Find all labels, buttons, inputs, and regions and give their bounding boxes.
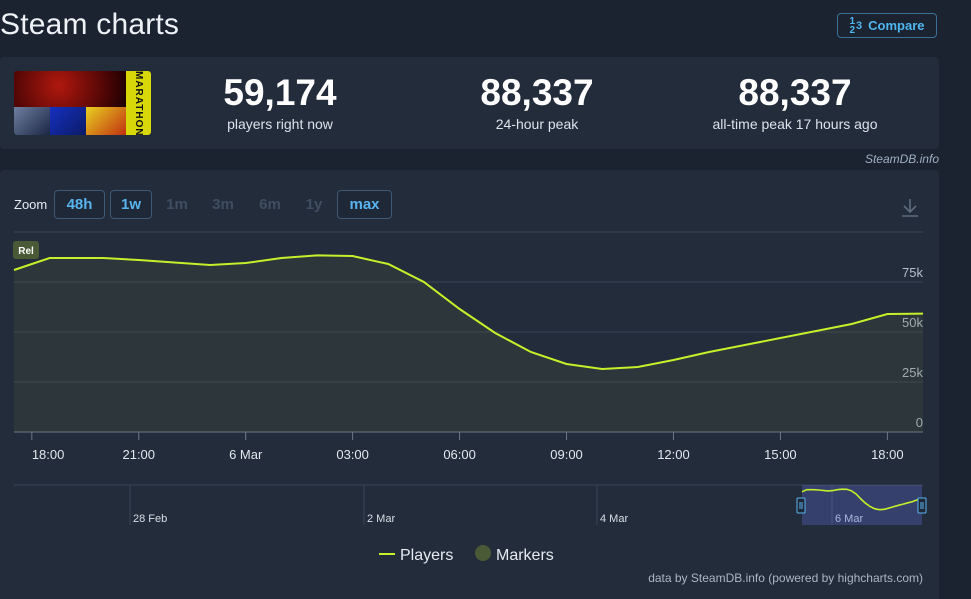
navigator-label: 4 Mar [600, 513, 628, 525]
chart-legend: Players Markers [379, 545, 554, 564]
zoom-max-button[interactable]: max [337, 190, 392, 219]
x-tick-label: 15:00 [764, 447, 797, 462]
legend-players-label[interactable]: Players [400, 547, 453, 564]
zoom-3m-button[interactable]: 3m [212, 196, 234, 213]
navigator-label: 2 Mar [367, 513, 395, 525]
navigator-label: 28 Feb [133, 513, 167, 525]
stats-panel: MARATHON 59,174 players right now 88,337… [0, 57, 939, 149]
stat-alltime-peak: 88,337 all-time peak 17 hours ago [680, 72, 910, 133]
game-logo: MARATHON [126, 71, 151, 135]
fraction-icon-digit: 3 [856, 19, 863, 32]
legend-markers-swatch[interactable] [475, 545, 491, 561]
zoom-48h-button[interactable]: 48h [54, 190, 105, 219]
zoom-1m-button[interactable]: 1m [166, 196, 188, 213]
navigator-selection[interactable] [802, 485, 922, 525]
x-axis: 18:00 21:00 6 Mar 03:00 06:00 09:00 12:00 15:00… [31, 432, 904, 462]
navigator: 28 Feb 2 Mar 4 Mar 6 Mar [14, 484, 927, 525]
y-tick-label: 50k [902, 315, 923, 330]
stat-24h-peak-label: 24-hour peak [495, 116, 579, 132]
download-icon[interactable] [898, 196, 922, 220]
y-axis-ticks: 0 25k 50k 75k [902, 265, 923, 430]
x-tick-label: 03:00 [336, 447, 369, 462]
steamdb-credit[interactable]: SteamDB.info [864, 152, 939, 166]
stat-24h-peak: 88,337 24-hour peak [437, 72, 637, 133]
marker-badge-rel: Rel [13, 241, 39, 259]
x-tick-label: 12:00 [657, 447, 690, 462]
navigator-handle-right[interactable] [917, 497, 927, 514]
y-tick-label: 75k [902, 265, 923, 280]
chart-gridlines [14, 231, 923, 433]
stat-current-label: players right now [227, 116, 333, 132]
navigator-series [801, 488, 923, 511]
x-tick-label: 18:00 [32, 447, 65, 462]
legend-markers-label[interactable]: Markers [496, 547, 554, 564]
game-thumbnail[interactable]: MARATHON [14, 71, 151, 135]
navigator-handle-left[interactable] [796, 497, 806, 514]
zoom-label: Zoom [14, 197, 48, 212]
page-title: Steam charts [0, 8, 180, 41]
compare-label: Compare [868, 18, 925, 33]
highcharts-credit[interactable]: data by SteamDB.info (powered by highcha… [648, 571, 923, 585]
y-tick-label: 0 [916, 415, 923, 430]
zoom-6m-button[interactable]: 6m [259, 196, 281, 213]
x-tick-label: 06:00 [443, 447, 476, 462]
stat-current-value: 59,174 [223, 72, 337, 113]
stat-alltime-peak-value: 88,337 [738, 72, 852, 113]
x-tick-label: 09:00 [550, 447, 583, 462]
x-tick-label: 18:00 [871, 447, 904, 462]
x-tick-label: 21:00 [122, 447, 155, 462]
stat-24h-peak-value: 88,337 [480, 72, 594, 113]
stat-current: 59,174 players right now [180, 72, 380, 133]
navigator-label: 6 Mar [835, 513, 863, 525]
stat-alltime-peak-label: all-time peak 17 hours ago [712, 116, 878, 132]
y-tick-label: 25k [902, 365, 923, 380]
zoom-1y-button[interactable]: 1y [305, 196, 323, 213]
chart-panel [0, 170, 939, 599]
marker-badge-label: Rel [18, 246, 34, 257]
x-tick-label: 6 Mar [229, 447, 263, 462]
zoom-1w-button[interactable]: 1w [110, 190, 152, 219]
players-area [14, 255, 923, 432]
